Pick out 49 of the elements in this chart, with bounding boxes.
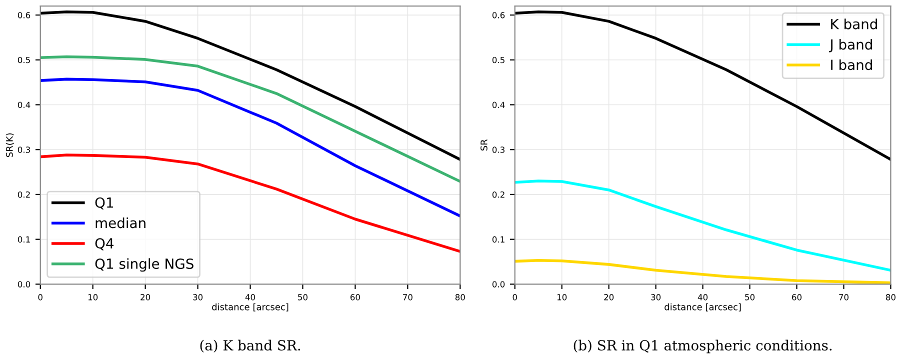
y-tick-label: 0.2 [492,191,504,198]
y-tick-label: 0.0 [492,281,505,288]
y-tick-label: 0.5 [492,56,504,64]
legend-label: Q1 [95,197,114,210]
y-axis-title: SR [480,139,488,151]
legend-label: J band [829,38,872,52]
y-axis-title: SR(K) [6,133,14,158]
x-axis-title: distance [arcsec] [664,303,741,312]
y-tick-label: 0.1 [18,236,30,243]
x-tick-label: 0 [38,294,42,300]
y-tick-label: 0.2 [18,191,30,198]
y-tick-label: 0.5 [18,56,30,64]
y-tick-label: 0.6 [492,12,505,18]
y-tick-label: 0.6 [18,12,30,18]
x-tick-label: 80 [886,294,896,300]
x-axis-title: distance [arcsec] [212,303,288,312]
y-tick-label: 0.4 [492,102,505,108]
y-tick-label: 0.3 [18,146,30,153]
line-series [40,78,460,218]
x-tick-label: 70 [839,294,848,300]
legend-label: K band [831,18,877,30]
x-tick-label: 50 [298,294,308,300]
y-tick-label: 0.3 [492,146,504,153]
x-tick-label: 30 [651,294,661,300]
x-tick-label: 20 [604,294,614,300]
text: (a) K band SR. [200,340,300,353]
line-series [40,154,460,253]
x-tick-label: 60 [792,294,802,300]
x-tick-label: 20 [140,294,150,300]
text: (b) SR in Q1 atmospheric conditions. [574,340,832,354]
legend-label: median [96,217,146,228]
y-tick-label: 0.1 [492,236,504,243]
y-tick-label: 0.4 [18,102,30,108]
x-tick-label: 30 [193,294,203,300]
x-tick-label: 70 [403,294,412,300]
line-series [40,55,460,183]
x-tick-label: 50 [745,294,755,300]
x-tick-label: 60 [350,294,360,300]
x-tick-label: 40 [245,294,256,300]
x-tick-label: 80 [455,294,465,300]
x-tick-label: 40 [698,294,708,300]
y-tick-label: 0.0 [18,281,30,288]
x-tick-label: 10 [557,294,567,300]
line-series [514,180,891,272]
x-tick-label: 0 [512,294,517,300]
x-tick-label: 10 [88,294,98,300]
legend-label: Q1 single NGS [95,258,194,272]
legend-label: Q4 [95,238,114,250]
legend-label: I band [831,59,872,70]
